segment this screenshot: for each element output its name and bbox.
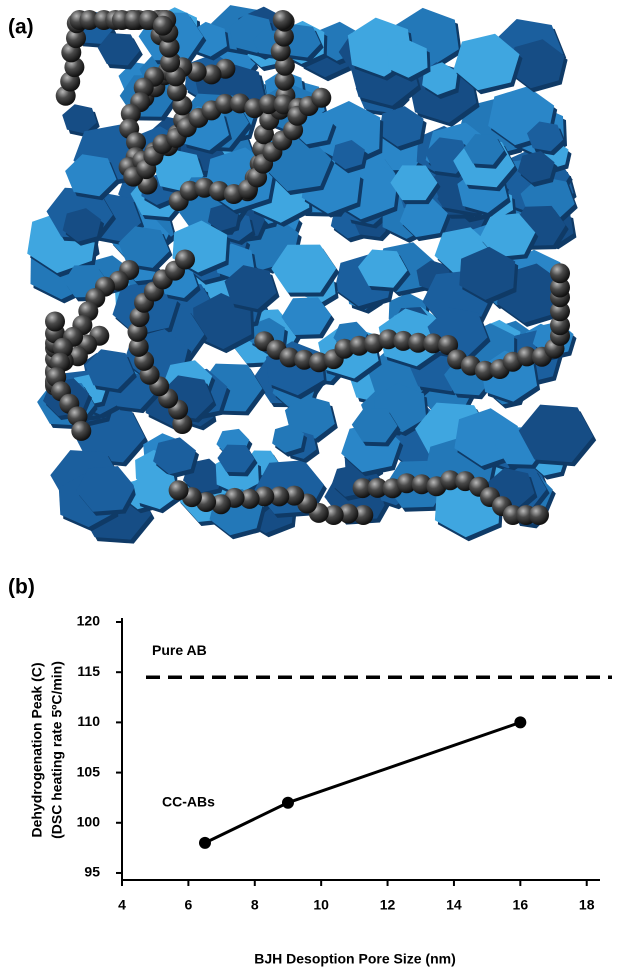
structure-illustration — [27, 5, 596, 544]
sphere — [529, 505, 549, 525]
sphere — [45, 312, 65, 332]
x-axis-label: BJH Desoption Pore Size (nm) — [254, 951, 455, 967]
y-tick-label: 105 — [77, 763, 101, 779]
x-tick-label: 16 — [513, 897, 529, 913]
x-tick-label: 14 — [446, 897, 462, 913]
sphere — [153, 16, 173, 36]
y-tick-label: 120 — [77, 613, 101, 629]
sphere — [550, 263, 570, 283]
x-tick-label: 6 — [184, 897, 192, 913]
y-axis-label: Dehydrogenation Peak (C) — [29, 662, 45, 837]
x-tick-label: 4 — [118, 897, 126, 913]
series-label: CC-ABs — [162, 793, 215, 809]
y-tick-label: 95 — [84, 864, 100, 880]
y-tick-label: 110 — [77, 713, 100, 729]
y-tick-label: 115 — [77, 663, 100, 679]
sphere — [71, 421, 91, 441]
panel-label: (b) — [8, 576, 35, 599]
sphere — [273, 10, 293, 30]
y-tick-label: 100 — [77, 813, 101, 829]
x-tick-label: 8 — [251, 897, 259, 913]
data-line — [205, 722, 520, 842]
reference-label: Pure AB — [152, 642, 207, 658]
data-point — [514, 716, 526, 728]
data-point — [282, 797, 294, 809]
sphere — [169, 480, 189, 500]
data-point — [199, 837, 211, 849]
x-tick-label: 18 — [579, 897, 595, 913]
figure: (a) (b) BJH Desoption Pore Size (nm) Deh… — [0, 0, 618, 974]
x-tick-label: 10 — [313, 897, 329, 913]
x-tick-label: 12 — [380, 897, 396, 913]
y-axis-label: (DSC heating rate 5ºC/min) — [49, 661, 65, 839]
sphere — [311, 88, 331, 108]
sphere — [175, 250, 195, 270]
panel-label: (a) — [8, 16, 34, 39]
